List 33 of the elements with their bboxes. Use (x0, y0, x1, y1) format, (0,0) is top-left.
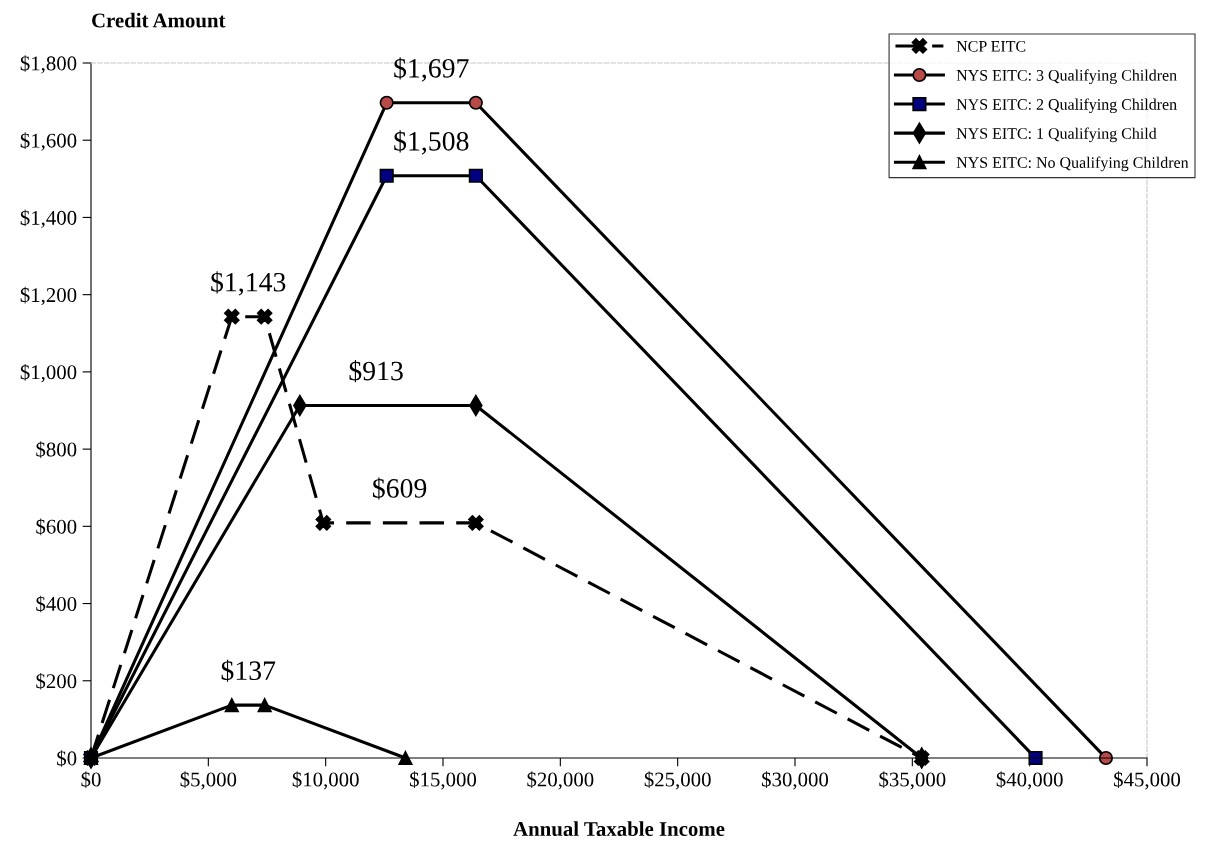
y-tick-label: $1,600 (20, 132, 77, 151)
x-axis-title: Annual Taxable Income (513, 821, 725, 837)
y-tick-label: $1,200 (20, 286, 77, 306)
legend-label: NYS EITC: 1 Qualifying Child (956, 127, 1157, 143)
y-tick-label: $0 (57, 750, 77, 767)
data-label: $913 (349, 360, 403, 383)
legend-label: NYS EITC: No Qualifying Children (956, 156, 1189, 172)
x-tick-label: $5,000 (180, 771, 237, 790)
x-tick-label: $25,000 (644, 771, 711, 790)
y-tick-label: $200 (36, 672, 77, 690)
x-tick-label: $45,000 (1114, 771, 1181, 790)
x-tick-label: $30,000 (762, 771, 829, 790)
x-tick-label: $35,000 (879, 771, 946, 790)
data-label: $1,143 (211, 271, 286, 296)
x-tick-label: $15,000 (410, 771, 477, 790)
y-tick-label: $1,400 (20, 209, 77, 228)
data-label: $1,697 (394, 57, 469, 82)
legend-label: NYS EITC: 3 Qualifying Children (956, 69, 1177, 85)
y-tick-label: $800 (36, 441, 77, 458)
y-tick-label: $1,000 (20, 364, 77, 383)
legend-label: NYS EITC: 2 Qualifying Children (956, 98, 1177, 114)
x-tick-label: $0 (81, 771, 101, 788)
x-tick-label: $40,000 (996, 771, 1063, 790)
y-tick-label: $400 (36, 595, 77, 613)
legend-label: NCP EITC (956, 40, 1026, 52)
y-tick-label: $600 (36, 518, 77, 536)
data-label: $1,508 (394, 130, 469, 155)
x-tick-label: $10,000 (292, 771, 359, 790)
data-label: $609 (373, 477, 427, 500)
y-tick-label: $1,800 (20, 55, 77, 74)
x-tick-label: $20,000 (527, 771, 594, 790)
y-axis-title: Credit Amount (92, 12, 226, 28)
data-label: $137 (221, 659, 276, 682)
